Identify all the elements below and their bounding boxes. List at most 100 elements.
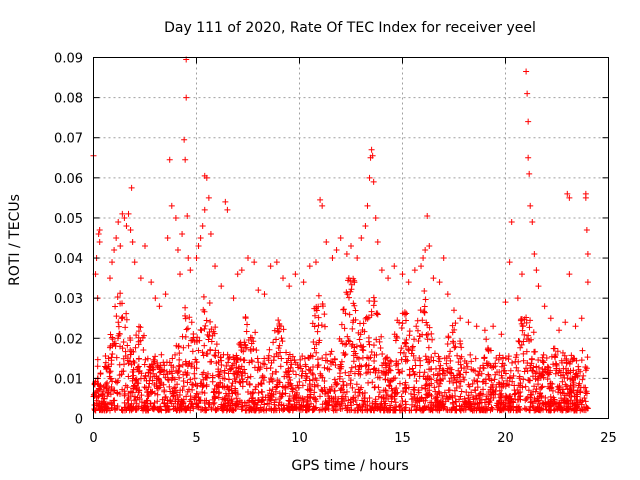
data-point: [184, 212, 191, 219]
cloud-point: [515, 358, 522, 365]
cloud-point: [401, 340, 408, 347]
cloud-point: [411, 403, 418, 410]
cloud-point: [523, 365, 530, 372]
cloud-point: [563, 397, 570, 404]
cloud-point: [456, 371, 463, 378]
cloud-point: [313, 349, 320, 356]
cloud-point: [103, 365, 110, 372]
cloud-point: [340, 349, 347, 356]
cloud-point: [184, 379, 191, 386]
cloud-point: [355, 392, 362, 399]
cloud-point: [297, 356, 304, 363]
cloud-point: [407, 390, 414, 397]
x-axis-ticks: 0 5 10 15 20 25: [89, 57, 617, 446]
cloud-point: [470, 401, 477, 408]
cloud-point: [436, 371, 443, 378]
data-point: [201, 206, 208, 213]
cloud-point: [449, 329, 456, 336]
cloud-point: [195, 394, 202, 401]
cloud-point: [539, 372, 546, 379]
cloud-point: [205, 336, 212, 343]
cloud-point: [248, 340, 255, 347]
cloud-point: [413, 378, 420, 385]
cloud-point: [558, 399, 565, 406]
cloud-point: [306, 377, 313, 384]
cloud-point: [229, 362, 236, 369]
cloud-point: [137, 324, 144, 331]
cloud-point: [345, 337, 352, 344]
cloud-point: [188, 319, 195, 326]
cloud-point: [507, 393, 514, 400]
cloud-point: [365, 338, 372, 345]
data-point: [364, 202, 371, 209]
cloud-point: [436, 365, 443, 372]
cloud-point: [345, 275, 352, 282]
cloud-point: [518, 320, 525, 327]
cloud-point: [495, 379, 502, 386]
cloud-point: [447, 357, 454, 364]
cloud-point: [366, 341, 373, 348]
cloud-point: [562, 381, 569, 388]
cloud-point: [305, 366, 312, 373]
cloud-point: [480, 407, 487, 414]
cloud-point: [579, 376, 586, 383]
cloud-point: [365, 379, 372, 386]
cloud-point: [388, 398, 395, 405]
cloud-point: [422, 397, 429, 404]
cloud-point: [475, 372, 482, 379]
cloud-point: [199, 349, 206, 356]
cloud-point: [226, 386, 233, 393]
x-axis-label: GPS time / hours: [291, 458, 408, 474]
cloud-point: [373, 336, 380, 343]
cloud-point: [285, 365, 292, 372]
cloud-point: [176, 350, 183, 357]
cloud-point: [483, 336, 490, 343]
data-point: [106, 275, 113, 282]
cloud-point: [128, 405, 135, 412]
cloud-point: [527, 317, 534, 324]
cloud-point: [449, 392, 456, 399]
cloud-point: [304, 393, 311, 400]
cloud-point: [182, 315, 189, 322]
data-point: [261, 291, 268, 298]
cloud-point: [188, 337, 195, 344]
cloud-point: [513, 407, 520, 414]
cloud-point: [352, 363, 359, 370]
cloud-point: [412, 362, 419, 369]
data-point: [148, 279, 155, 286]
cloud-point: [189, 381, 196, 388]
cloud-point: [340, 389, 347, 396]
cloud-point: [359, 397, 366, 404]
cloud-point: [249, 390, 256, 397]
cloud-point: [97, 406, 104, 413]
cloud-point: [432, 403, 439, 410]
cloud-point: [547, 393, 554, 400]
cloud-point: [239, 376, 246, 383]
cloud-point: [235, 365, 242, 372]
cloud-point: [414, 317, 421, 324]
cloud-point: [331, 376, 338, 383]
cloud-point: [172, 351, 179, 358]
cloud-point: [415, 337, 422, 344]
cloud-point: [426, 358, 433, 365]
cloud-point: [133, 332, 140, 339]
cloud-point: [275, 317, 282, 324]
cloud-point: [532, 406, 539, 413]
cloud-point: [574, 373, 581, 380]
cloud-point: [94, 356, 101, 363]
cloud-point: [419, 317, 426, 324]
cloud-point: [243, 344, 250, 351]
cloud-point: [311, 312, 318, 319]
cloud-point: [356, 336, 363, 343]
cloud-point: [108, 375, 115, 382]
cloud-point: [155, 376, 162, 383]
cloud-point: [480, 378, 487, 385]
cloud-point: [120, 368, 127, 375]
cloud-point: [238, 372, 245, 379]
cloud-point: [472, 355, 479, 362]
cloud-point: [559, 359, 565, 366]
data-point: [323, 239, 330, 246]
cloud-point: [477, 365, 484, 372]
cloud-point: [215, 358, 222, 365]
cloud-point: [324, 365, 331, 372]
